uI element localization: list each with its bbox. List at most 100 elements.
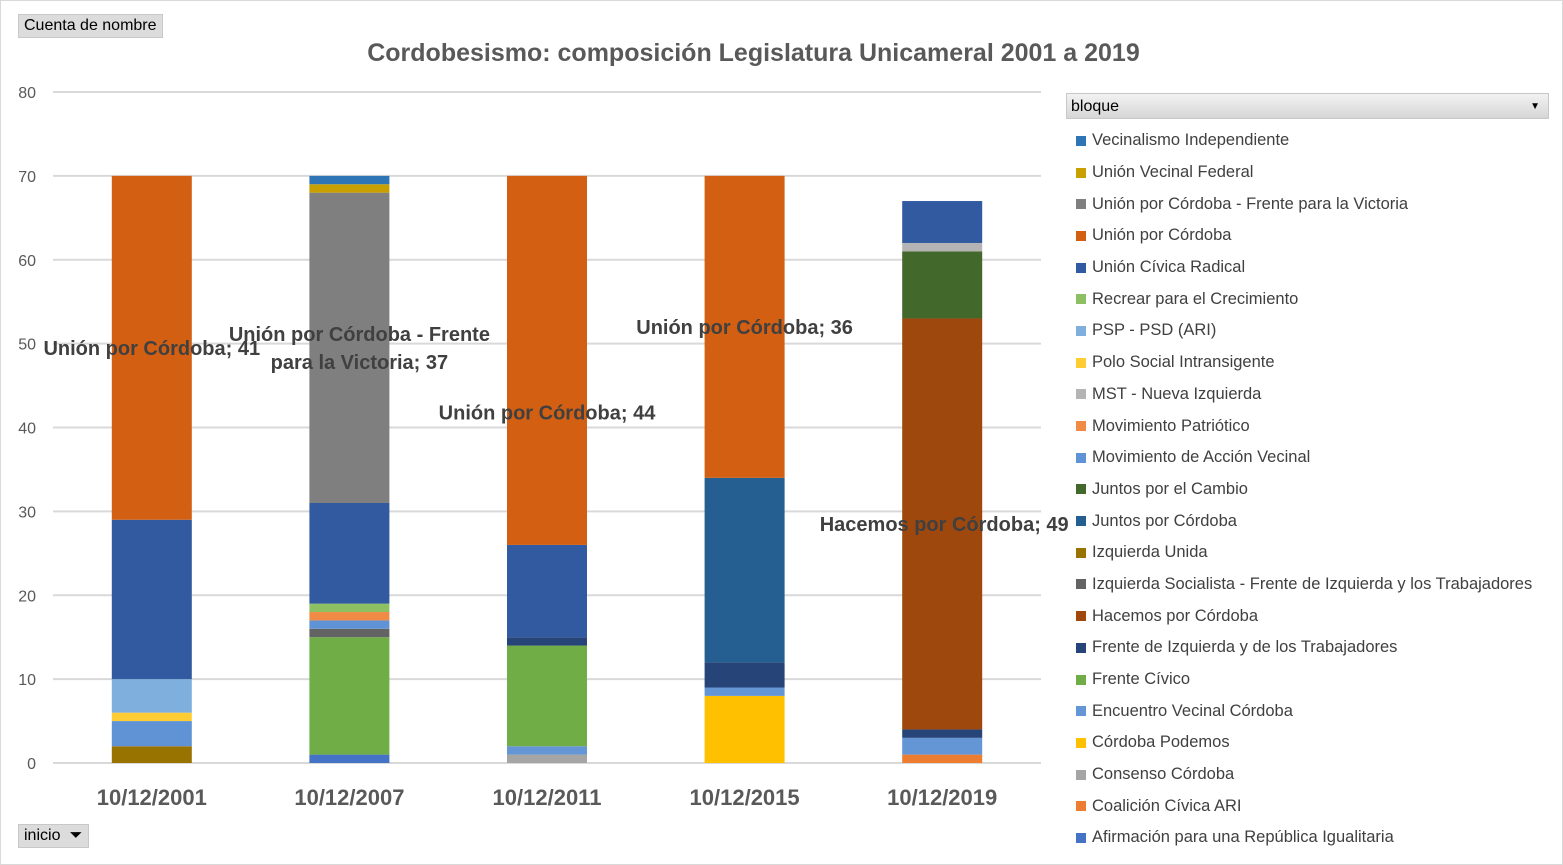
legend-item[interactable]: PSP - PSD (ARI) — [1076, 315, 1532, 347]
legend-item[interactable]: Unión por Córdoba - Frente para la Victo… — [1076, 188, 1532, 220]
bar-segment[interactable] — [902, 754, 983, 763]
bar-segment[interactable] — [111, 721, 192, 747]
legend-item[interactable]: Unión Vecinal Federal — [1076, 157, 1532, 189]
bar-segment[interactable] — [309, 175, 390, 185]
bar-segment[interactable] — [309, 637, 390, 755]
bar-segment[interactable] — [902, 242, 983, 252]
bar-segment[interactable] — [507, 175, 587, 545]
legend-item[interactable]: Frente Cívico — [1076, 664, 1532, 696]
legend-swatch — [1076, 230, 1086, 241]
x-tick-label: 10/12/2011 — [493, 785, 602, 810]
bar-segment[interactable] — [309, 612, 390, 621]
legend-swatch — [1076, 389, 1086, 400]
legend-field-dropdown[interactable]: bloque ▼ — [1066, 93, 1549, 119]
legend-swatch — [1076, 357, 1086, 368]
legend-label: Polo Social Intransigente — [1092, 353, 1275, 372]
data-label: Unión por Córdoba; 36 — [636, 317, 853, 339]
legend-item[interactable]: Frente de Izquierda y de los Trabajadore… — [1076, 632, 1532, 664]
legend-item[interactable]: Polo Social Intransigente — [1076, 347, 1532, 379]
legend-item[interactable]: Afirmación para una República Igualitari… — [1076, 822, 1532, 854]
data-label-line: Unión por Córdoba - Frente — [229, 324, 490, 346]
axis-field-label: inicio — [24, 827, 61, 844]
legend-swatch — [1076, 547, 1086, 558]
bar-segment[interactable] — [309, 754, 390, 763]
legend-label: Unión Vecinal Federal — [1092, 163, 1254, 182]
legend-item[interactable]: MST - Nueva Izquierda — [1076, 379, 1532, 411]
legend-label: PSP - PSD (ARI) — [1092, 321, 1217, 340]
legend-label: Frente de Izquierda y de los Trabajadore… — [1092, 638, 1398, 657]
legend-label: Frente Cívico — [1092, 670, 1191, 689]
legend-item[interactable]: Unión por Córdoba — [1076, 220, 1532, 252]
data-label-line: Unión por Córdoba; 36 — [636, 317, 853, 339]
bar-segment[interactable] — [507, 544, 587, 638]
data-label: Hacemos por Córdoba; 49 — [820, 514, 1069, 536]
legend-item[interactable]: Juntos por el Cambio — [1076, 474, 1532, 506]
bar-segment[interactable] — [507, 754, 587, 763]
data-label-line: Unión por Córdoba; 41 — [43, 338, 260, 360]
data-label-line: Unión por Córdoba; 44 — [439, 402, 657, 424]
value-field-button[interactable]: Cuenta de nombre — [18, 14, 163, 38]
legend-label: Unión Cívica Radical — [1092, 258, 1246, 277]
bar-segment[interactable] — [309, 502, 390, 604]
bar-segment[interactable] — [704, 477, 785, 663]
legend-label: Recrear para el Crecimiento — [1092, 289, 1299, 308]
legend-item[interactable]: Encuentro Vecinal Córdoba — [1076, 695, 1532, 727]
bar-segment[interactable] — [902, 251, 983, 319]
legend-item[interactable]: Izquierda Socialista - Frente de Izquier… — [1076, 569, 1532, 601]
legend-swatch — [1076, 516, 1086, 527]
legend-item[interactable]: Consenso Córdoba — [1076, 759, 1532, 791]
bar-segment[interactable] — [111, 519, 192, 680]
legend-item[interactable]: Unión Cívica Radical — [1076, 252, 1532, 284]
legend-label: Juntos por el Cambio — [1092, 479, 1248, 498]
bar-segment[interactable] — [111, 679, 192, 713]
legend-label: Unión por Córdoba — [1092, 226, 1232, 245]
legend-item[interactable]: Juntos por Córdoba — [1076, 505, 1532, 537]
legend-swatch — [1076, 642, 1086, 653]
bar-segment[interactable] — [902, 201, 983, 243]
legend-item[interactable]: Córdoba Podemos — [1076, 727, 1532, 759]
y-tick-label: 20 — [18, 588, 36, 605]
legend-item[interactable]: Coalición Cívica ARI — [1076, 790, 1532, 822]
legend-swatch — [1076, 421, 1086, 432]
data-label: Unión por Córdoba; 41 — [43, 338, 260, 360]
legend-swatch — [1076, 325, 1086, 336]
legend-label: Unión por Córdoba - Frente para la Victo… — [1092, 194, 1409, 213]
legend-label: Coalición Cívica ARI — [1092, 796, 1242, 815]
legend-item[interactable]: Recrear para el Crecimiento — [1076, 283, 1532, 315]
legend-item[interactable]: Movimiento de Acción Vecinal — [1076, 442, 1532, 474]
legend-item[interactable]: Hacemos por Córdoba — [1076, 600, 1532, 632]
legend-label: Consenso Córdoba — [1092, 765, 1235, 784]
legend-item[interactable]: Vecinalismo Independiente — [1076, 125, 1532, 157]
bar-segment[interactable] — [111, 712, 192, 722]
bar-segment[interactable] — [507, 637, 587, 646]
bar-segment[interactable] — [704, 662, 785, 688]
legend-swatch — [1076, 769, 1086, 780]
legend-label: MST - Nueva Izquierda — [1092, 384, 1262, 403]
data-label-line: para la Victoria; 37 — [271, 352, 449, 374]
bar-segment[interactable] — [111, 175, 192, 520]
bar-segment[interactable] — [704, 687, 785, 696]
bar-segment[interactable] — [902, 729, 983, 738]
bar-segment[interactable] — [309, 628, 390, 638]
bar-segment[interactable] — [902, 318, 983, 730]
bar-segment[interactable] — [507, 746, 587, 755]
bar-segment[interactable] — [309, 603, 390, 613]
data-label: Unión por Córdoba; 44 — [439, 402, 657, 424]
bar-segment[interactable] — [309, 620, 390, 629]
x-tick-label: 10/12/2015 — [690, 785, 800, 810]
axis-field-button[interactable]: inicio ⏷ — [18, 824, 90, 848]
legend-field-label: bloque — [1071, 98, 1120, 115]
legend-item[interactable]: Izquierda Unida — [1076, 537, 1532, 569]
legend-label: Juntos por Córdoba — [1092, 511, 1237, 530]
legend-label: Córdoba Podemos — [1092, 733, 1230, 752]
legend-item[interactable]: Movimiento Patriótico — [1076, 410, 1532, 442]
bar-segment[interactable] — [507, 645, 587, 747]
bar-segment[interactable] — [111, 746, 192, 763]
bar-segment[interactable] — [309, 192, 390, 503]
bar-segment[interactable] — [309, 184, 390, 193]
bar-segment[interactable] — [902, 737, 983, 755]
bar-segment[interactable] — [704, 175, 785, 478]
legend-label: Afirmación para una República Igualitari… — [1092, 828, 1394, 847]
bar-segment[interactable] — [704, 695, 785, 763]
